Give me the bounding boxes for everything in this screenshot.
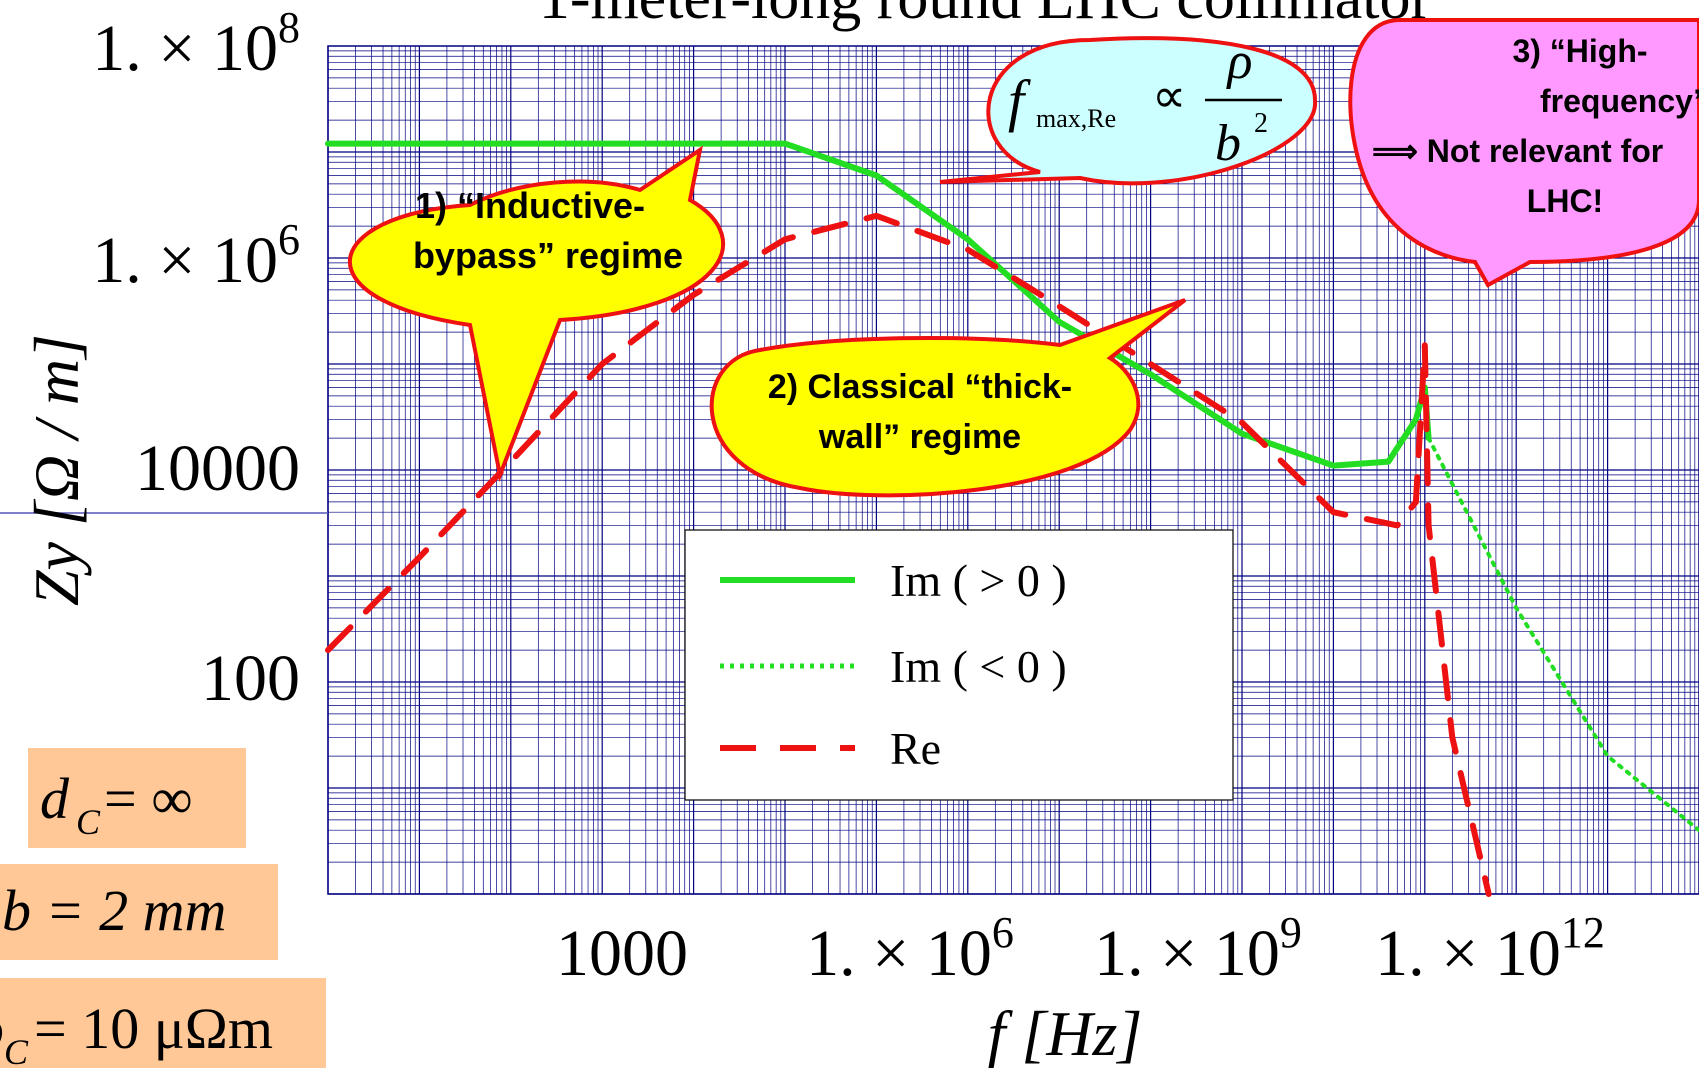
y-tick-label: 1. × 108	[92, 3, 300, 85]
legend: Im ( > 0 ) Im ( < 0 ) Re	[684, 529, 1234, 801]
callout-inductive-bypass-line1: 1) “Inductive-	[415, 185, 645, 226]
parameter-dc-subscript: C	[76, 802, 101, 842]
x-tick-label: 1. × 1012	[1375, 908, 1605, 990]
legend-label-im-positive: Im ( > 0 )	[890, 555, 1067, 606]
y-tick-label: 100	[201, 642, 300, 715]
x-tick-label: 1000	[556, 917, 688, 990]
parameter-dc: d C = ∞	[28, 748, 246, 848]
callout-inductive-bypass-bubble	[347, 145, 725, 483]
callout-inductive-bypass-line2: bypass” regime	[413, 235, 683, 276]
series-line-1	[1426, 436, 1699, 833]
callout-high-frequency: 3) “High- frequency” regime ⟹ Not releva…	[1348, 18, 1699, 288]
x-tick-label: 1. × 106	[806, 908, 1014, 990]
x-tick-label: 1. × 109	[1094, 908, 1302, 990]
y-tick-label: 10000	[135, 432, 300, 505]
parameter-dc-value: = ∞	[104, 766, 193, 831]
callout-high-frequency-line3: ⟹ Not relevant for	[1372, 133, 1663, 169]
callout-high-frequency-line4: LHC!	[1527, 183, 1603, 219]
y-tick-label: 1. × 106	[92, 215, 300, 297]
callout-thick-wall-line1: 2) Classical “thick-	[768, 368, 1072, 406]
callout-thick-wall-line2: wall” regime	[818, 418, 1021, 456]
callout-fmax-bubble	[939, 36, 1318, 186]
callout-high-frequency-line2: frequency” regime	[1540, 83, 1699, 119]
parameter-rho-box	[0, 978, 326, 1068]
fmax-denominator-exp: 2	[1254, 108, 1268, 139]
callout-fmax-formula: f max,Re ∝ ρ b 2	[939, 33, 1318, 186]
parameter-rho-symbol: ρ	[0, 996, 4, 1061]
fmax-numerator: ρ	[1226, 33, 1253, 90]
callout-inductive-bypass: 1) “Inductive- bypass” regime	[347, 145, 725, 483]
parameter-b: b = 2 mm	[0, 864, 278, 960]
parameter-dc-box	[28, 748, 246, 848]
x-tick-labels: 1000 1. × 106 1. × 109 1. × 1012	[556, 908, 1605, 990]
parameter-b-box	[0, 864, 278, 960]
x-axis-label: f [Hz]	[988, 998, 1143, 1068]
legend-label-re: Re	[890, 723, 941, 774]
callout-high-frequency-line1: 3) “High-	[1512, 33, 1647, 69]
legend-label-im-negative: Im ( < 0 )	[890, 641, 1067, 692]
callout-thick-wall: 2) Classical “thick- wall” regime	[709, 298, 1187, 498]
legend-box	[684, 529, 1234, 801]
parameter-dc-symbol: d	[40, 766, 70, 831]
fmax-subscript: max,Re	[1036, 104, 1116, 133]
chart-title: 1-meter-long round LHC collimator	[539, 0, 1432, 32]
y-axis-label: Zy [Ω / m]	[21, 334, 92, 606]
callout-high-frequency-bubble	[1348, 18, 1699, 288]
fmax-proportional: ∝	[1152, 70, 1186, 123]
y-tick-labels: 1. × 108 1. × 106 10000 100	[92, 3, 300, 715]
parameter-rho-value: = 10 μΩm	[34, 996, 273, 1061]
parameter-rho-subscript: C	[4, 1032, 29, 1068]
parameter-b-value: b = 2 mm	[2, 878, 226, 943]
series-line-0	[325, 140, 1432, 469]
callout-thick-wall-bubble	[709, 298, 1187, 498]
fmax-denominator: b	[1215, 115, 1241, 172]
parameter-rho: ρ C = 10 μΩm	[0, 978, 326, 1068]
